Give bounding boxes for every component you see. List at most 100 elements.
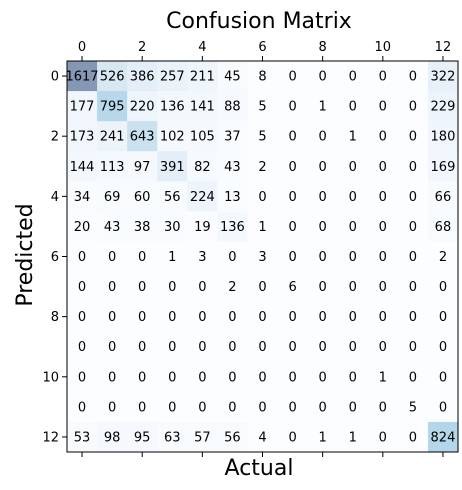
heatmap-cell-r12-c8 — [307, 421, 339, 453]
cell-value-r8-c9: 0 — [349, 310, 357, 325]
cell-value-r3-c3: 391 — [160, 160, 185, 175]
heatmap-cell-r6-c0 — [67, 241, 98, 273]
cell-value-r8-c3: 0 — [168, 310, 176, 325]
heatmap-cell-r6-c6 — [247, 241, 279, 273]
cell-value-r0-c1: 526 — [100, 70, 125, 85]
cell-value-r11-c2: 0 — [138, 400, 146, 415]
heatmap-cell-r12-c6 — [247, 421, 279, 453]
heatmap-cell-r2-c11 — [397, 121, 429, 152]
cell-value-r6-c8: 0 — [319, 250, 327, 265]
heatmap-cell-r5-c10 — [367, 211, 399, 243]
cell-value-r11-c9: 0 — [349, 400, 357, 415]
heatmap-cell-r2-c3 — [157, 121, 188, 152]
cell-value-r5-c12: 68 — [435, 220, 452, 235]
heatmap-cell-r3-c4 — [187, 151, 218, 182]
cell-value-r1-c11: 0 — [409, 100, 417, 115]
cell-value-r3-c5: 43 — [224, 160, 241, 175]
cell-value-r11-c1: 0 — [108, 400, 116, 415]
heatmap-cell-r12-c7 — [277, 421, 309, 453]
cell-value-r12-c8: 1 — [319, 430, 327, 445]
cell-value-r1-c3: 136 — [160, 100, 185, 115]
cell-value-r0-c4: 211 — [190, 70, 215, 85]
chart-title: Confusion Matrix — [166, 9, 352, 34]
cell-value-r9-c7: 0 — [288, 340, 296, 355]
heatmap-cell-r2-c10 — [367, 121, 399, 152]
heatmap-cell-r0-c2 — [127, 61, 158, 92]
cell-value-r1-c1: 795 — [100, 100, 125, 115]
cell-value-r5-c7: 0 — [288, 220, 296, 235]
heatmap-cell-r8-c8 — [307, 301, 339, 333]
heatmap-cell-r5-c0 — [67, 211, 98, 243]
heatmap-cell-r10-c6 — [247, 361, 279, 393]
heatmap-cell-r4-c8 — [307, 181, 339, 212]
heatmap-cell-r9-c12 — [427, 331, 459, 363]
cell-value-r9-c10: 0 — [379, 340, 387, 355]
heatmap-cell-r7-c4 — [187, 271, 218, 303]
cell-value-r10-c3: 0 — [168, 370, 176, 385]
y-tick-label-0: 0 — [51, 70, 59, 85]
cell-value-r0-c0: 1617 — [65, 70, 98, 85]
cell-value-r12-c2: 95 — [134, 430, 151, 445]
cell-value-r2-c1: 241 — [100, 130, 125, 145]
heatmap-cell-r3-c3 — [157, 151, 188, 182]
heatmap-cell-r10-c2 — [127, 361, 158, 393]
heatmap-cell-r1-c1 — [97, 91, 128, 122]
heatmap-cell-r6-c9 — [337, 241, 369, 273]
heatmap-cell-r0-c0 — [67, 61, 98, 92]
heatmap-cell-r3-c2 — [127, 151, 158, 182]
cell-value-r5-c1: 43 — [104, 220, 121, 235]
heatmap-cell-r4-c2 — [127, 181, 158, 212]
cell-value-r7-c8: 0 — [319, 280, 327, 295]
heatmap-cell-r12-c4 — [187, 421, 218, 453]
heatmap-cell-r6-c12 — [427, 241, 459, 273]
heatmap-cell-r3-c12 — [427, 151, 459, 182]
cell-value-r6-c4: 3 — [198, 250, 206, 265]
cell-value-r9-c12: 0 — [439, 340, 447, 355]
heatmap-cell-r8-c3 — [157, 301, 188, 333]
cell-value-r4-c4: 224 — [190, 190, 215, 205]
heatmap-cell-r5-c4 — [187, 211, 218, 243]
cell-value-r5-c3: 30 — [164, 220, 181, 235]
heatmap-cell-r0-c12 — [427, 61, 459, 92]
cell-value-r1-c8: 1 — [319, 100, 327, 115]
cell-value-r3-c2: 97 — [134, 160, 151, 175]
heatmap-cell-r5-c5 — [217, 211, 249, 243]
cell-value-r2-c2: 643 — [130, 130, 155, 145]
cell-value-r0-c3: 257 — [160, 70, 185, 85]
heatmap-cell-r1-c5 — [217, 91, 249, 122]
heatmap-cell-r11-c3 — [157, 391, 188, 423]
cell-value-r1-c10: 0 — [379, 100, 387, 115]
cell-value-r5-c0: 20 — [74, 220, 91, 235]
heatmap-cell-r3-c1 — [97, 151, 128, 182]
heatmap-cell-r12-c1 — [97, 421, 128, 453]
cell-value-r4-c12: 66 — [435, 190, 452, 205]
cell-value-r6-c6: 3 — [258, 250, 266, 265]
heatmap-cell-r0-c10 — [367, 61, 399, 92]
heatmap-cell-r3-c7 — [277, 151, 309, 182]
cell-value-r9-c8: 0 — [319, 340, 327, 355]
cell-value-r10-c7: 0 — [288, 370, 296, 385]
heatmap-cell-r11-c12 — [427, 391, 459, 423]
heatmap-cell-r10-c0 — [67, 361, 98, 393]
cell-value-r10-c8: 0 — [319, 370, 327, 385]
cell-value-r7-c10: 0 — [379, 280, 387, 295]
cell-value-r10-c6: 0 — [258, 370, 266, 385]
heatmap-cell-r1-c3 — [157, 91, 188, 122]
heatmap-cell-r10-c12 — [427, 361, 459, 393]
y-tick-label-12: 12 — [42, 430, 59, 445]
cell-value-r1-c5: 88 — [224, 100, 241, 115]
cell-value-r9-c6: 0 — [258, 340, 266, 355]
cell-value-r11-c8: 0 — [319, 400, 327, 415]
cell-value-r4-c3: 56 — [164, 190, 181, 205]
heatmap-cell-r12-c0 — [67, 421, 98, 453]
heatmap-cell-r2-c4 — [187, 121, 218, 152]
heatmap-cell-r10-c8 — [307, 361, 339, 393]
heatmap-cell-r6-c8 — [307, 241, 339, 273]
heatmap-cell-r12-c3 — [157, 421, 188, 453]
cell-value-r5-c8: 0 — [319, 220, 327, 235]
heatmap-cell-r4-c4 — [187, 181, 218, 212]
cell-value-r4-c10: 0 — [379, 190, 387, 205]
cell-value-r2-c4: 105 — [190, 130, 215, 145]
heatmap-cell-r10-c1 — [97, 361, 128, 393]
heatmap-cell-r12-c2 — [127, 421, 158, 453]
